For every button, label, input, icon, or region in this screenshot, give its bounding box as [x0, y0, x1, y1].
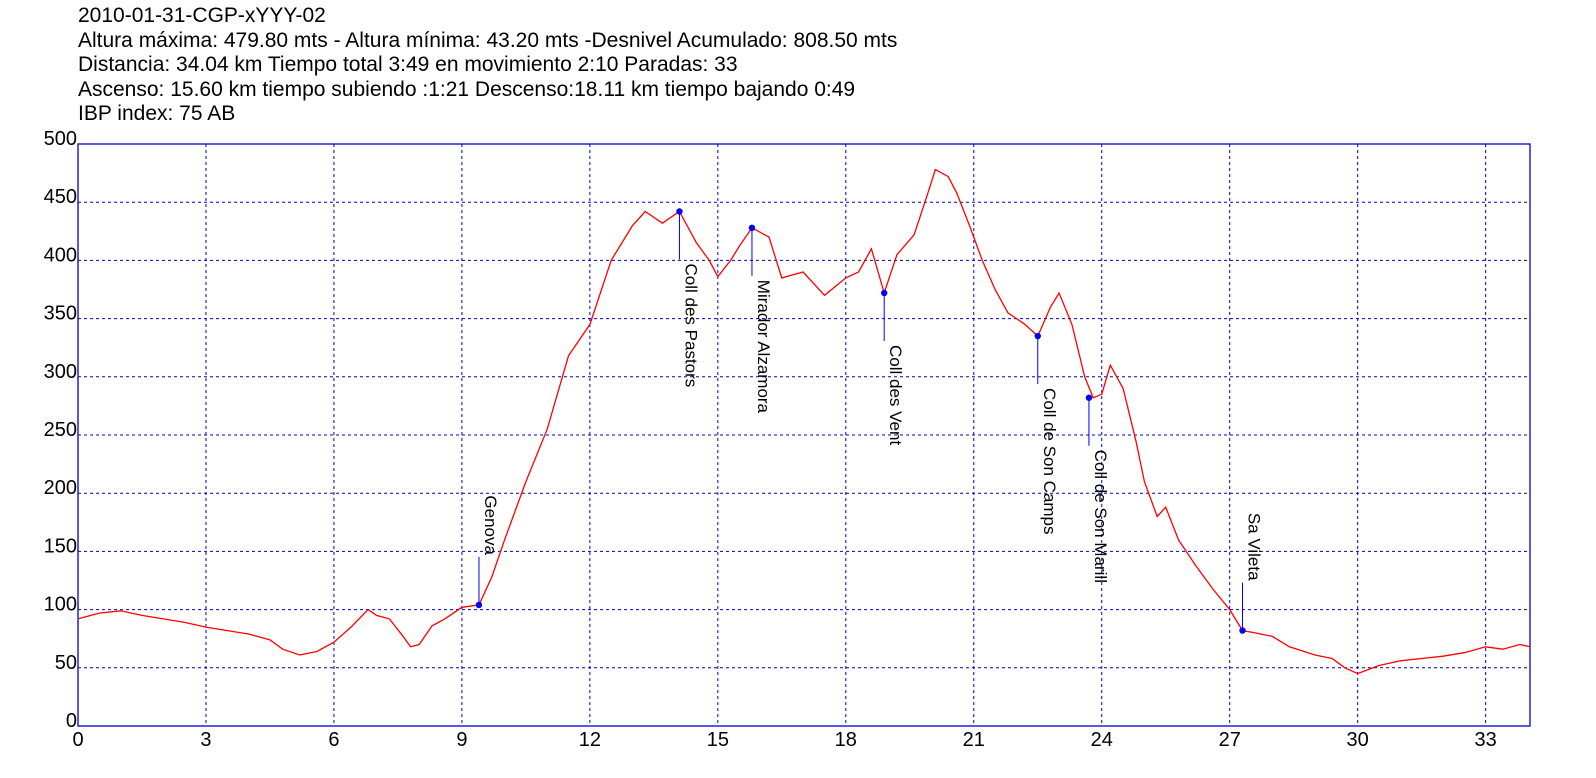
stats-ibp-index: IBP index: 75 AB: [78, 102, 236, 126]
y-tick-label: 50: [55, 652, 77, 674]
waypoint-label: Coll des Pastors: [681, 264, 700, 388]
waypoint-label: Coll de Son Camps: [1040, 388, 1059, 534]
chart-grid: [78, 144, 1530, 726]
y-tick-label: 150: [44, 535, 77, 557]
x-tick-label: 27: [1219, 729, 1241, 751]
x-tick-label: 18: [835, 729, 857, 751]
x-tick-label: 3: [200, 729, 211, 751]
y-axis-ticks: 0 50 100 150 200 250 300 350 400 450 500: [44, 128, 77, 732]
x-axis-ticks: 0 3 6 9 12 15 18 21 24 27 30 33: [72, 729, 1496, 751]
x-tick-label: 15: [707, 729, 729, 751]
x-tick-label: 12: [579, 729, 601, 751]
waypoint: Coll des Pastors: [676, 208, 700, 387]
waypoint-label: Sa Vileta: [1245, 513, 1264, 581]
y-tick-label: 500: [44, 128, 77, 150]
y-tick-label: 250: [44, 419, 77, 441]
waypoint: Coll de Son Camps: [1034, 332, 1059, 535]
x-tick-label: 30: [1347, 729, 1369, 751]
waypoint-label: Mirador Alzamora: [754, 280, 773, 414]
waypoint: Genova: [475, 495, 500, 609]
waypoint: Sa Vileta: [1239, 513, 1264, 634]
chart-header: 2010-01-31-CGP-xYYY-02 Altura máxima: 47…: [78, 4, 897, 127]
waypoint: Coll des Vent: [880, 289, 905, 445]
waypoint-markers: Genova Coll des Pastors Mirador Alzamora Co…: [475, 208, 1264, 634]
waypoint-dot: [676, 208, 683, 215]
stats-distance: Distancia: 34.04 km Tiempo total 3:49 en…: [78, 53, 738, 77]
y-tick-label: 450: [44, 186, 77, 208]
waypoint-label: Coll de Son Marill: [1091, 450, 1110, 583]
y-tick-label: 200: [44, 477, 77, 499]
y-tick-label: 100: [44, 594, 77, 616]
x-tick-label: 0: [72, 729, 83, 751]
elevation-line: [77, 168, 1531, 675]
stats-altitude: Altura máxima: 479.80 mts - Altura mínim…: [78, 28, 898, 52]
y-tick-label: 350: [44, 303, 77, 325]
waypoint: Mirador Alzamora: [748, 224, 773, 414]
y-tick-label: 400: [44, 244, 77, 266]
chart-title: 2010-01-31-CGP-xYYY-02: [78, 4, 326, 27]
waypoint-label: Coll des Vent: [886, 345, 905, 445]
waypoint-dot: [1239, 627, 1246, 634]
waypoint: Coll de Son Marill: [1085, 394, 1110, 583]
waypoint-dot: [1085, 394, 1093, 401]
waypoint-dot: [1034, 332, 1041, 340]
y-tick-label: 300: [44, 361, 77, 383]
x-tick-label: 33: [1475, 729, 1497, 751]
x-tick-label: 6: [328, 729, 339, 751]
waypoint-dot: [748, 224, 756, 232]
x-tick-label: 9: [456, 729, 467, 751]
waypoint-label: Genova: [481, 495, 500, 555]
waypoint-dot: [880, 289, 888, 297]
stats-ascent-descent: Ascenso: 15.60 km tiempo subiendo :1:21 …: [78, 77, 856, 101]
plot-frame: [77, 143, 1531, 727]
waypoint-dot: [475, 601, 483, 609]
y-tick-label: 0: [66, 710, 77, 732]
x-tick-label: 24: [1091, 729, 1113, 751]
x-tick-label: 21: [963, 729, 985, 751]
